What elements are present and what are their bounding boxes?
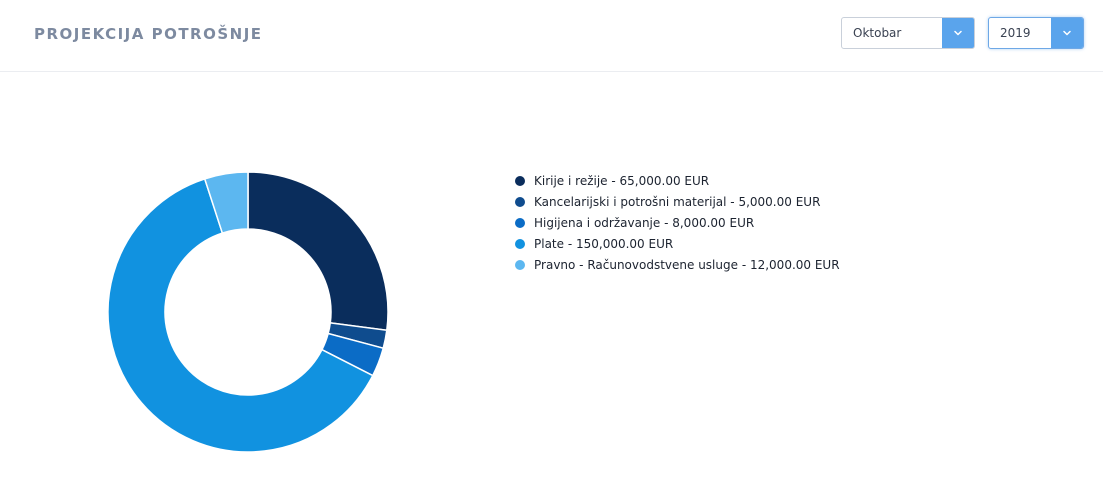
donut-slice-5[interactable] <box>203 171 249 235</box>
legend-swatch <box>515 196 525 207</box>
month-select-value: Oktobar <box>853 26 902 40</box>
page-title: PROJEKCIJA POTROŠNJE <box>34 25 263 43</box>
legend-swatch <box>515 238 525 249</box>
donut-chart-svg <box>107 171 389 453</box>
donut-slice-1[interactable] <box>247 171 389 332</box>
page-header: PROJEKCIJA POTROŠNJE Oktobar 2019 <box>0 0 1103 72</box>
legend-item[interactable]: Kirije i režije - 65,000.00 EUR <box>515 170 840 191</box>
chevron-down-icon <box>954 30 962 36</box>
legend-label: Pravno - Računovodstvene usluge - 12,000… <box>534 257 840 272</box>
legend-swatch <box>515 175 525 186</box>
chart-legend: Kirije i režije - 65,000.00 EUR Kancelari… <box>515 170 840 275</box>
year-select-value: 2019 <box>1000 26 1031 40</box>
legend-label: Kancelarijski i potrošni materijal - 5,0… <box>534 194 821 209</box>
year-select[interactable]: 2019 <box>988 17 1084 49</box>
legend-label: Kirije i režije - 65,000.00 EUR <box>534 173 710 188</box>
year-select-toggle[interactable] <box>1051 18 1083 48</box>
legend-swatch <box>515 259 525 270</box>
chevron-down-icon <box>1063 30 1071 36</box>
donut-slice-4[interactable] <box>107 177 374 453</box>
donut-chart <box>100 163 400 463</box>
month-select-toggle[interactable] <box>942 18 974 48</box>
legend-item[interactable]: Kancelarijski i potrošni materijal - 5,0… <box>515 191 840 212</box>
legend-label: Higijena i održavanje - 8,000.00 EUR <box>534 215 755 230</box>
legend-item[interactable]: Pravno - Računovodstvene usluge - 12,000… <box>515 254 840 275</box>
legend-item[interactable]: Plate - 150,000.00 EUR <box>515 233 840 254</box>
legend-item[interactable]: Higijena i održavanje - 8,000.00 EUR <box>515 212 840 233</box>
legend-swatch <box>515 217 525 228</box>
month-select[interactable]: Oktobar <box>841 17 975 49</box>
legend-label: Plate - 150,000.00 EUR <box>534 236 674 251</box>
